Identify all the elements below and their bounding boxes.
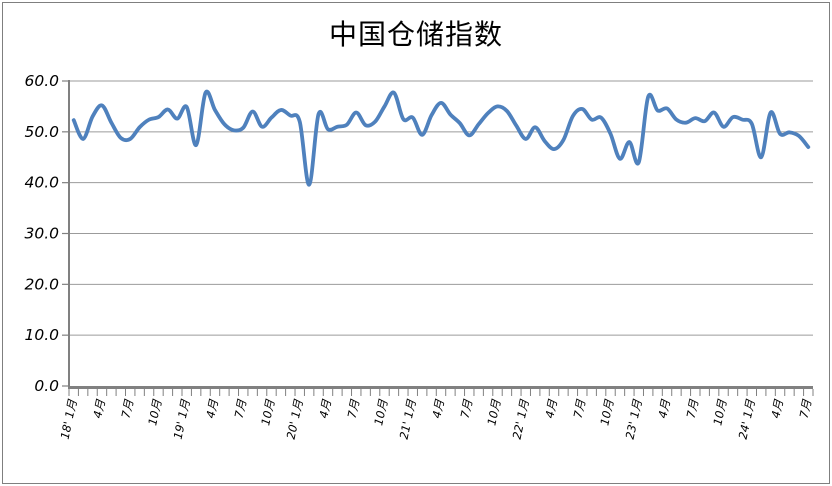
x-tick-label: 10月 [484, 398, 503, 427]
x-tick-label: 20' 1月 [284, 398, 306, 441]
x-tick-label: 10月 [710, 398, 729, 427]
y-axis [62, 80, 70, 389]
line-chart-canvas: 0.0 10.0 20.0 30.0 40.0 50.0 60.0 18' 1月 4月 7月 10月… [24, 72, 815, 441]
x-tick-label: 10月 [597, 398, 616, 427]
x-tick-label: 7月 [458, 398, 476, 420]
x-tick-labels: 18' 1月 4月 7月 10月 19' 1月 4月 7月 10月 20' 1月 4月 7月 10月 2… [58, 398, 815, 441]
series-line [71, 89, 811, 187]
x-tick-label: 4月 [542, 398, 560, 420]
y-tick-label: 60.0 [24, 72, 59, 90]
x-tick-label: 7月 [232, 398, 250, 420]
x-tick-label: 10月 [258, 398, 277, 427]
x-tick-label: 19' 1月 [171, 398, 193, 441]
x-tick-label: 10月 [371, 398, 390, 427]
y-tick-label: 40.0 [24, 174, 59, 192]
x-tick-label: 23' 1月 [623, 398, 645, 441]
y-tick-label: 0.0 [34, 377, 59, 395]
x-tick-label: 7月 [684, 398, 702, 420]
x-tick-label: 4月 [429, 398, 447, 420]
x-tick-label: 21' 1月 [397, 398, 419, 441]
x-tick-label: 24' 1月 [736, 398, 758, 441]
y-tick-label: 50.0 [24, 123, 59, 141]
y-tick-label: 10.0 [24, 326, 59, 344]
x-tick-label: 7月 [571, 398, 589, 420]
x-tick-label: 4月 [316, 398, 334, 420]
x-tick-label: 22' 1月 [510, 398, 532, 441]
y-tick-label: 30.0 [24, 225, 59, 243]
y-tick-labels: 0.0 10.0 20.0 30.0 40.0 50.0 60.0 [24, 72, 59, 395]
x-tick-label: 4月 [203, 398, 221, 420]
chart-title: 中国仓储指数 [328, 18, 503, 51]
x-axis [68, 386, 814, 396]
x-tick-label: 7月 [797, 398, 815, 420]
x-tick-label: 4月 [655, 398, 673, 420]
x-tick-label: 4月 [768, 398, 786, 420]
x-tick-label: 10月 [145, 398, 164, 427]
y-tick-label: 20.0 [24, 275, 59, 293]
x-tick-label: 18' 1月 [58, 398, 80, 441]
x-tick-label: 7月 [345, 398, 363, 420]
x-tick-label: 4月 [90, 398, 108, 420]
x-tick-label: 7月 [119, 398, 137, 420]
gridlines [69, 80, 813, 336]
